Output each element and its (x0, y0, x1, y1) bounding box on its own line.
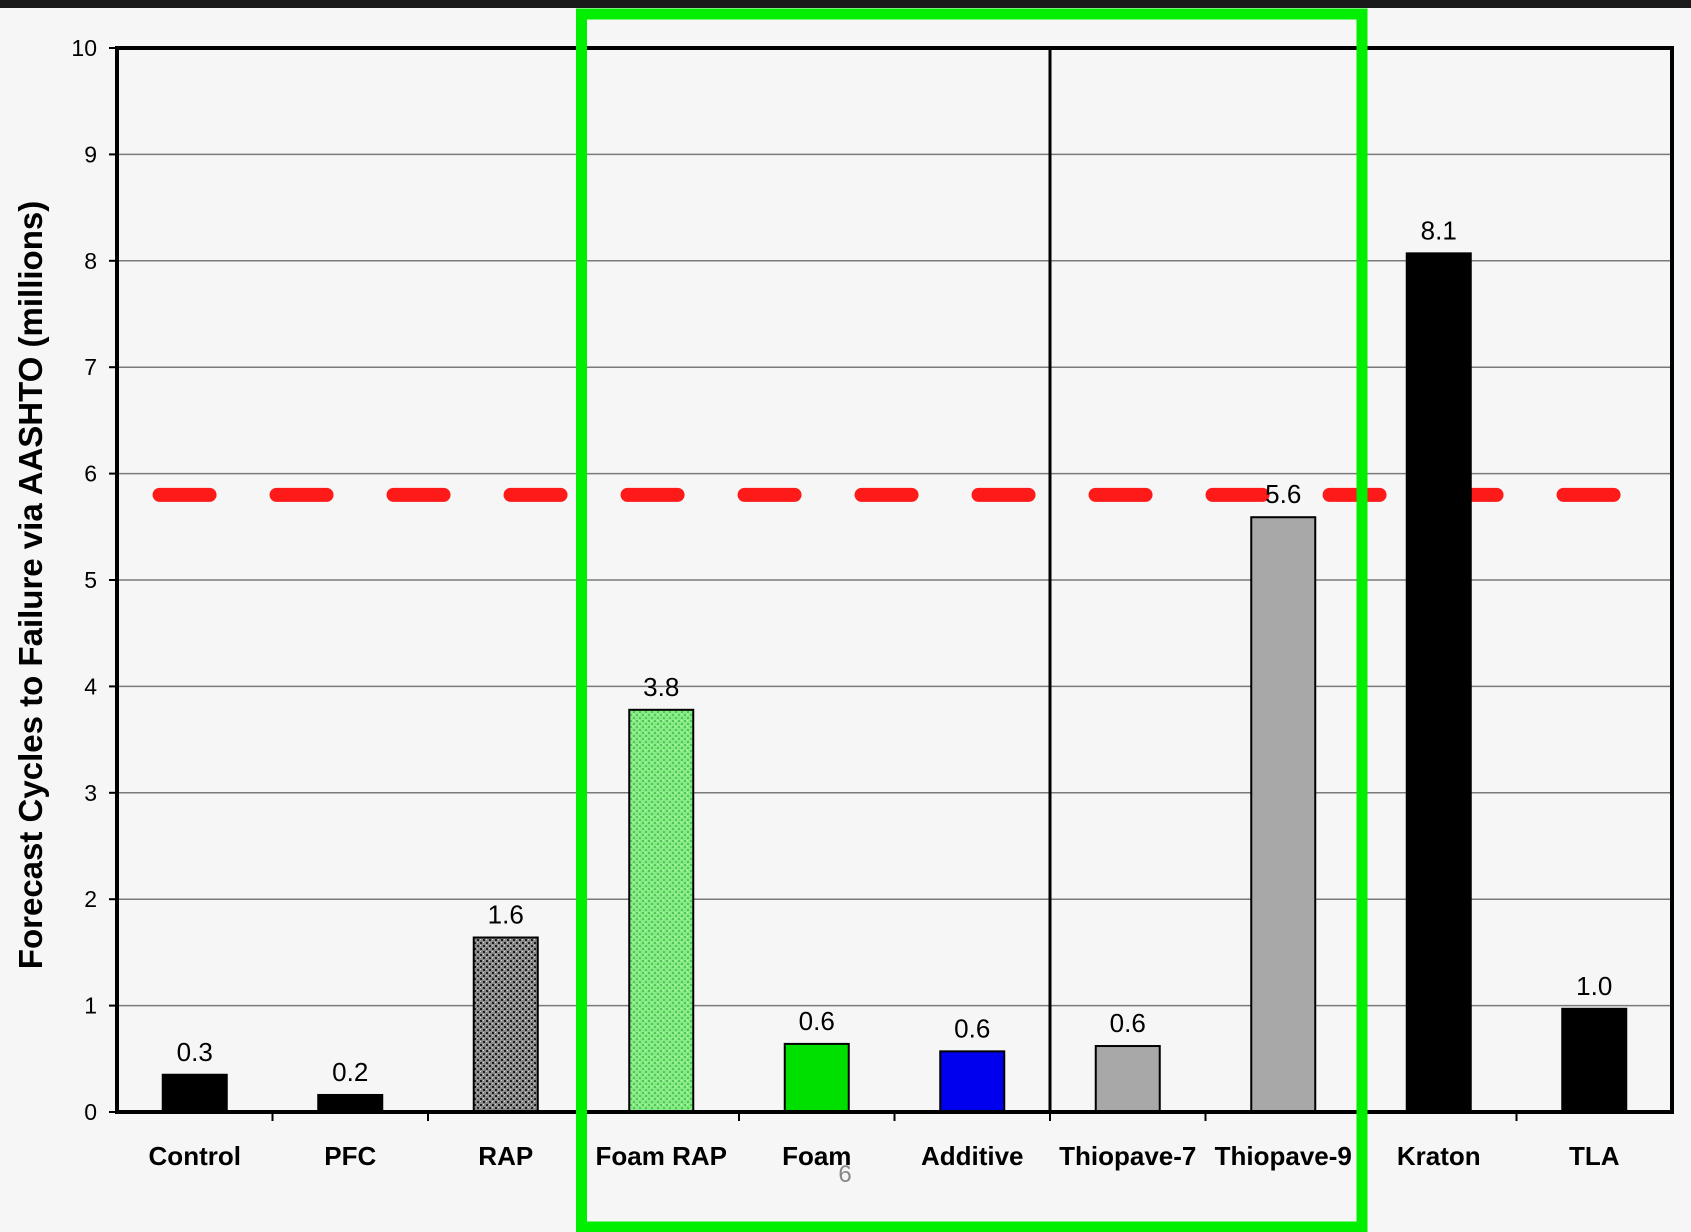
top-border (0, 0, 1691, 8)
bar-thiopave-7 (1094, 1045, 1161, 1113)
y-tick-label-10: 10 (71, 35, 97, 61)
data-label-8: 8.1 (1421, 215, 1457, 245)
x-tick-label-8: Kraton (1397, 1141, 1481, 1171)
data-label-9: 1.0 (1576, 971, 1612, 1001)
x-tick-labels: Control PFC RAP Foam RAP Foam Additive Thiopav… (149, 1141, 1620, 1171)
data-label-1: 0.2 (332, 1057, 368, 1087)
bar-additive (939, 1050, 1006, 1114)
y-tick-label-9: 9 (84, 141, 97, 167)
bar-foam-rap (628, 708, 695, 1113)
data-label-2: 1.6 (488, 900, 524, 930)
highlight-box (576, 8, 1368, 1232)
x-tick-label-4: Foam (782, 1141, 851, 1171)
data-label-7: 5.6 (1265, 479, 1301, 509)
y-tick-label-8: 8 (84, 248, 97, 274)
data-label-0: 0.3 (177, 1037, 213, 1067)
x-tick-label-7: Thiopave-9 (1215, 1141, 1352, 1171)
axes (109, 46, 1674, 1121)
y-tick-label-4: 4 (84, 673, 97, 699)
y-tick-label-6: 6 (84, 461, 97, 487)
bar-pfc (317, 1093, 384, 1113)
bar-foam (783, 1042, 850, 1114)
bar-tla (1561, 1007, 1628, 1113)
y-tick-labels: 0 1 2 3 4 5 6 7 8 9 10 (71, 35, 97, 1125)
y-tick-label-3: 3 (84, 780, 97, 806)
data-labels: 0.3 0.2 1.6 3.8 0.6 0.6 0.6 5.6 8.1 1.0 (177, 215, 1613, 1087)
x-tick-label-1: PFC (324, 1141, 376, 1171)
x-tick-label-3: Foam RAP (596, 1141, 727, 1171)
y-axis-label: Forecast Cycles to Failure via AASHTO (m… (12, 201, 49, 969)
y-tick-label-1: 1 (84, 993, 97, 1019)
x-tick-label-6: Thiopave-7 (1059, 1141, 1196, 1171)
x-tick-label-9: TLA (1569, 1141, 1620, 1171)
data-label-4: 0.6 (799, 1006, 835, 1036)
bar-kraton (1405, 252, 1472, 1114)
y-tick-label-0: 0 (84, 1099, 97, 1125)
data-label-6: 0.6 (1110, 1008, 1146, 1038)
highlight-box-frame (576, 8, 1368, 1232)
x-tick-label-2: RAP (478, 1141, 533, 1171)
data-label-5: 0.6 (954, 1013, 990, 1043)
x-tick-label-5: Additive (921, 1141, 1024, 1171)
bar-control (161, 1073, 228, 1114)
page-number: 6 (838, 1161, 851, 1188)
y-tick-label-2: 2 (84, 886, 97, 912)
bar-thiopave-9 (1250, 516, 1317, 1113)
plot-frame (115, 46, 1674, 1114)
x-tick-label-0: Control (149, 1141, 241, 1171)
data-label-3: 3.8 (643, 672, 679, 702)
bar-rap (472, 936, 539, 1114)
y-tick-label-5: 5 (84, 567, 97, 593)
y-tick-label-7: 7 (84, 354, 97, 380)
bars (161, 252, 1628, 1114)
